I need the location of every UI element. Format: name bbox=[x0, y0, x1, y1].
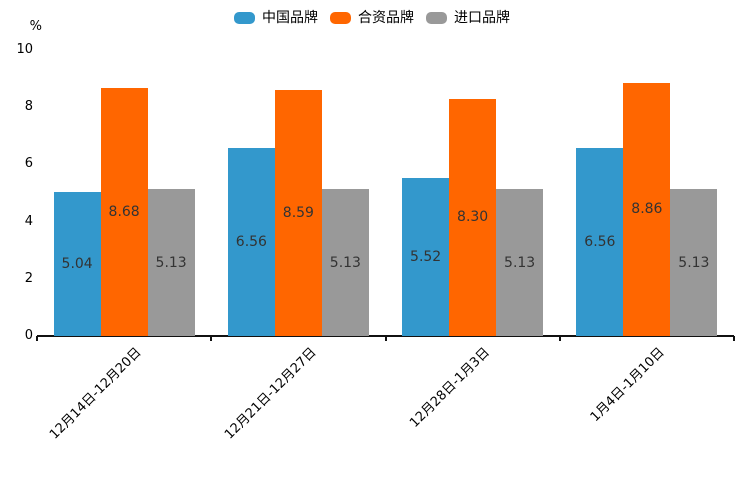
legend-swatch-icon bbox=[234, 12, 255, 24]
bar-value-label: 8.30 bbox=[457, 209, 489, 226]
x-axis-tick bbox=[733, 336, 735, 341]
y-axis-tick-label: 0 bbox=[24, 328, 33, 343]
x-axis-category-label: 12月14日-12月20日 bbox=[47, 345, 145, 443]
bar bbox=[100, 87, 148, 336]
x-axis-category-label: 1月4日-1月10日 bbox=[587, 345, 668, 425]
bar-value-label: 6.56 bbox=[584, 234, 616, 251]
legend-label: 合资品牌 bbox=[358, 10, 414, 26]
bar bbox=[496, 189, 544, 336]
y-axis-unit-label: % bbox=[29, 19, 42, 34]
x-axis-category-label: 12月28日-1月3日 bbox=[407, 345, 494, 431]
bar-value-label: 8.68 bbox=[108, 203, 140, 220]
y-axis-tick-label: 10 bbox=[16, 42, 33, 57]
y-axis-tick-label: 8 bbox=[24, 99, 33, 115]
bar bbox=[576, 148, 624, 336]
bar-value-label: 5.13 bbox=[329, 254, 361, 271]
legend-item: 进口品牌 bbox=[426, 10, 510, 26]
bar bbox=[274, 90, 322, 336]
bar bbox=[53, 191, 101, 336]
legend: 中国品牌 合资品牌 进口品牌 bbox=[0, 8, 744, 28]
bar-value-label: 8.86 bbox=[631, 201, 663, 218]
bar-value-label: 5.13 bbox=[155, 254, 187, 271]
bar-value-label: 5.13 bbox=[504, 254, 536, 271]
y-axis-tick-label: 2 bbox=[24, 270, 33, 286]
legend-label: 中国品牌 bbox=[262, 10, 318, 26]
bar bbox=[147, 189, 195, 336]
bar bbox=[227, 148, 275, 336]
x-axis-tick bbox=[558, 336, 561, 341]
x-axis-tick bbox=[36, 336, 38, 341]
bar-value-label: 5.13 bbox=[678, 254, 710, 271]
bar bbox=[321, 189, 369, 336]
bar-value-label: 5.52 bbox=[410, 249, 442, 266]
legend-swatch-icon bbox=[426, 12, 447, 24]
y-axis-tick-label: 6 bbox=[24, 156, 33, 172]
legend-label: 进口品牌 bbox=[454, 10, 510, 26]
legend-item: 中国品牌 bbox=[234, 10, 318, 26]
legend-swatch-icon bbox=[330, 12, 351, 24]
bar bbox=[402, 178, 450, 336]
bar-value-label: 5.04 bbox=[61, 255, 93, 272]
bar-value-label: 8.59 bbox=[282, 205, 314, 222]
legend-item: 合资品牌 bbox=[330, 10, 414, 26]
x-axis-tick bbox=[384, 336, 387, 341]
bar-value-label: 6.56 bbox=[235, 234, 267, 251]
x-axis-tick bbox=[210, 336, 213, 341]
x-axis-category-label: 12月21日-12月27日 bbox=[221, 345, 319, 443]
bar bbox=[449, 98, 497, 336]
bar bbox=[623, 82, 671, 336]
bar bbox=[670, 189, 718, 336]
y-axis-tick-label: 4 bbox=[24, 213, 33, 229]
